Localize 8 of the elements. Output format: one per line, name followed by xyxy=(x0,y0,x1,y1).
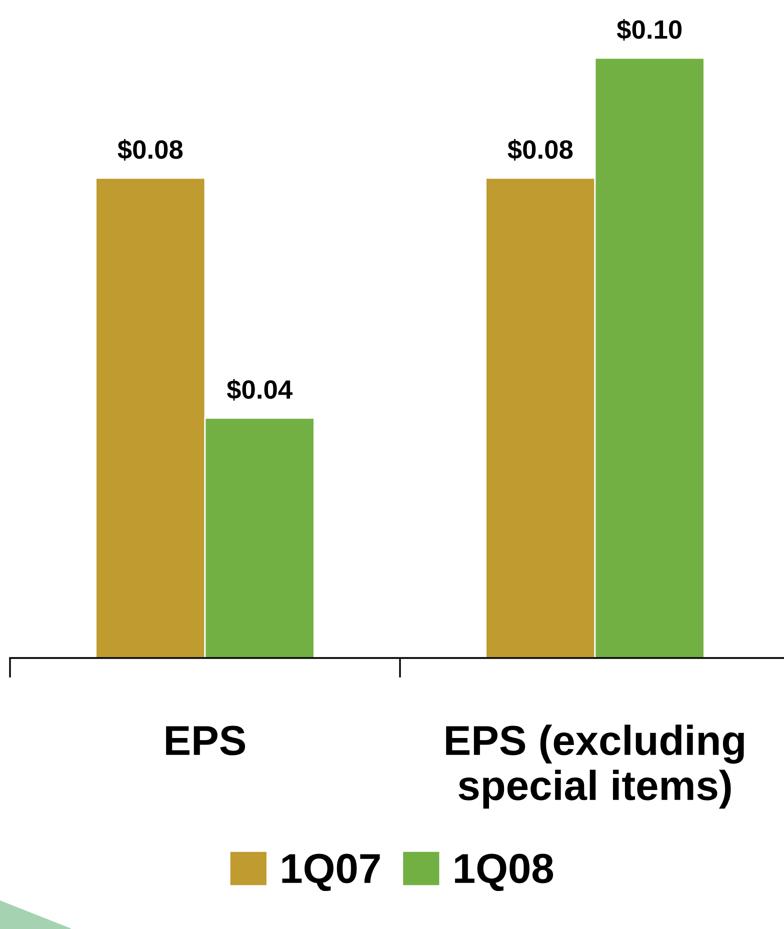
x-tick-label: EPS xyxy=(166,726,246,756)
data-label: $0.08 xyxy=(508,139,573,161)
x-tick-label: EPS (excluding special items) xyxy=(446,724,744,809)
data-label: $0.08 xyxy=(118,139,183,161)
legend-label: 1Q07 xyxy=(282,854,380,892)
data-label: $0.04 xyxy=(226,379,292,401)
legend-label: 1Q08 xyxy=(455,854,554,892)
data-label: $0.10 xyxy=(616,19,682,41)
